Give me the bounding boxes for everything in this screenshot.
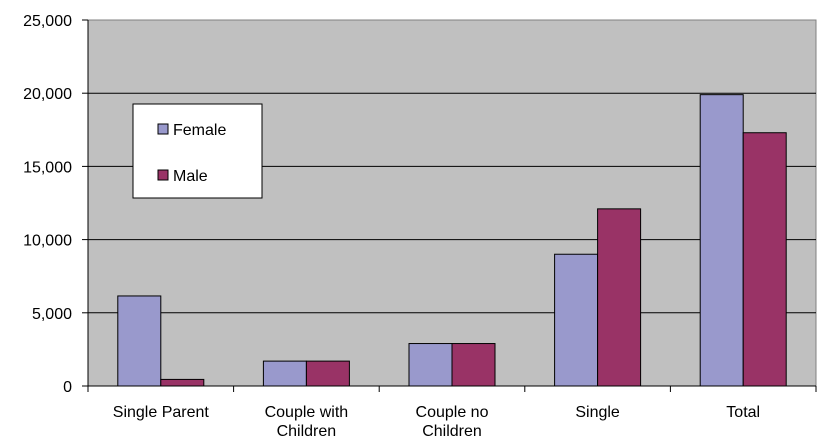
- y-tick-label: 25,000: [23, 13, 72, 30]
- bar-female: [117, 295, 162, 387]
- x-tick-label: Couple with Children: [265, 404, 349, 440]
- legend-swatch-female: [157, 123, 169, 135]
- bar-male: [742, 132, 787, 387]
- legend: Female Male: [132, 103, 263, 199]
- y-axis-ticks: 0 5,000 10,000 15,000 20,000 25,000: [23, 13, 88, 396]
- legend-box: [132, 103, 263, 199]
- y-tick-label: 10,000: [23, 233, 72, 250]
- y-tick-label: 15,000: [23, 159, 72, 176]
- x-tick-label: Couple no Children: [416, 404, 489, 440]
- bar-female: [262, 360, 307, 387]
- bar-female: [408, 343, 453, 387]
- x-tick-label: Total: [726, 404, 760, 421]
- x-axis-ticks: Single Parent Couple with Children Couple n…: [87, 386, 817, 440]
- bar-male: [597, 208, 642, 387]
- plot-area: [87, 19, 817, 387]
- y-tick-label: 0: [63, 379, 72, 396]
- x-tick-label: Single: [575, 404, 620, 421]
- x-tick-label: Single Parent: [113, 404, 210, 421]
- bar-female: [699, 94, 744, 387]
- legend-label-female: Female: [173, 122, 226, 139]
- legend-label-male: Male: [173, 168, 208, 185]
- bar-male: [160, 378, 205, 387]
- legend-swatch-male: [157, 169, 169, 181]
- bar-female: [554, 253, 599, 387]
- bar-male: [305, 360, 350, 387]
- bar-male: [451, 343, 496, 387]
- y-tick-label: 5,000: [32, 306, 72, 323]
- y-tick-label: 20,000: [23, 86, 72, 103]
